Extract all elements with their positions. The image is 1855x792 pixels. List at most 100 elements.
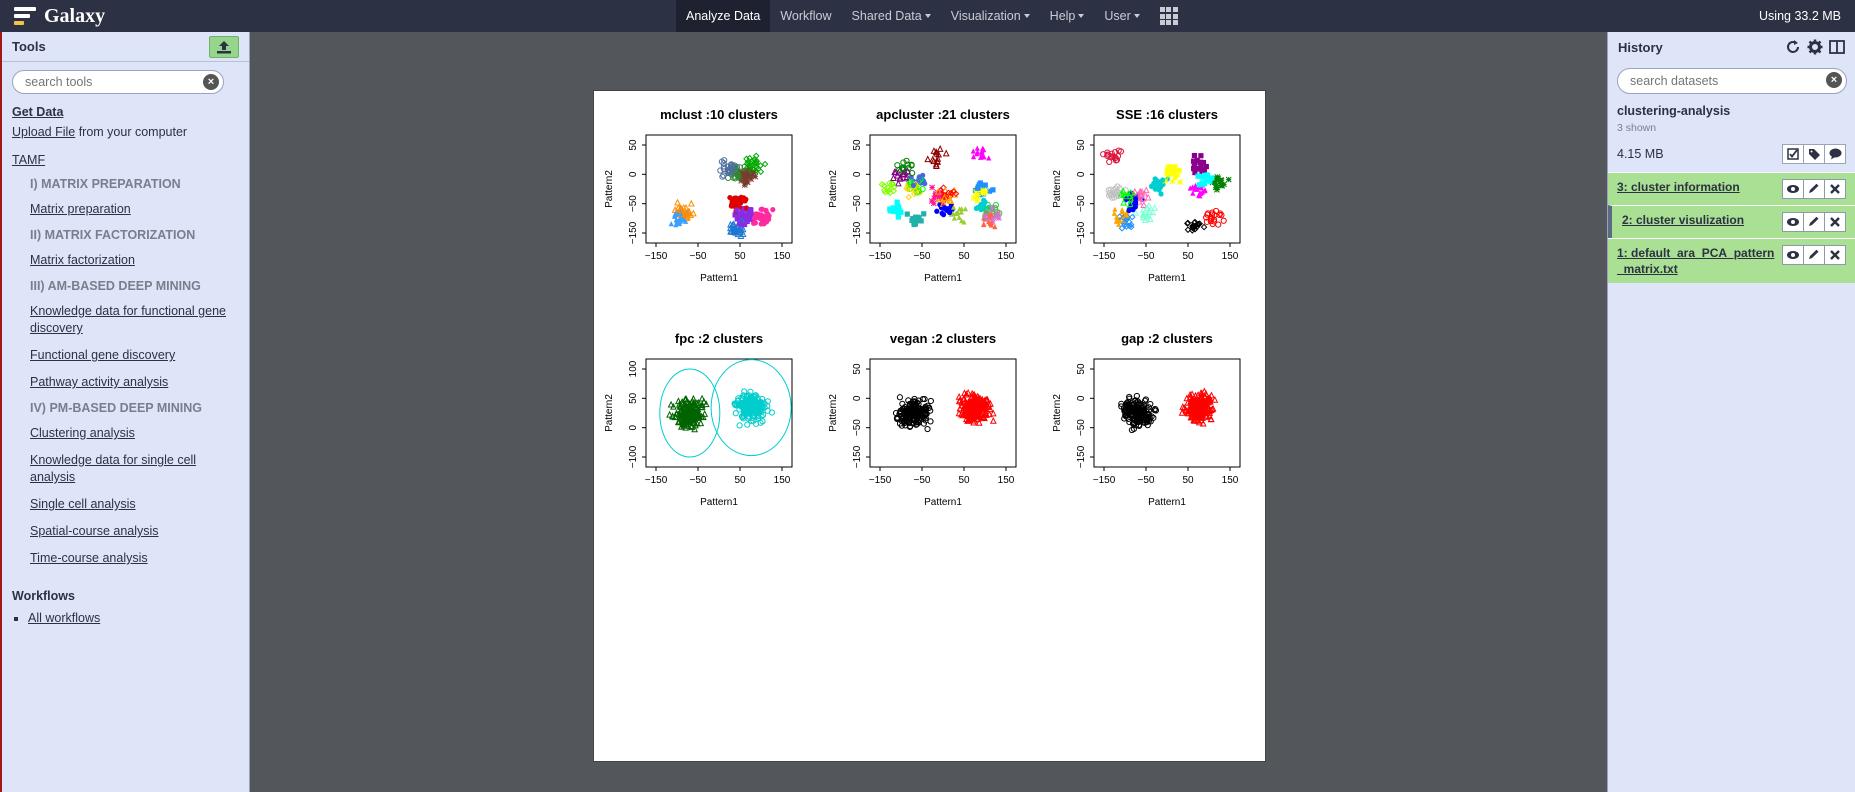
data-point	[750, 169, 757, 176]
nav-apps[interactable]	[1150, 0, 1190, 32]
brand[interactable]: Galaxy	[14, 0, 105, 32]
tool-link[interactable]: Time-course analysis	[30, 551, 148, 565]
all-workflows-link[interactable]: All workflows	[28, 611, 101, 625]
tool-link[interactable]: Knowledge data for functional gene disco…	[30, 304, 226, 335]
nav-shared-data[interactable]: Shared Data	[842, 0, 941, 32]
view-button[interactable]	[1782, 179, 1804, 199]
data-point	[719, 173, 726, 180]
nav-workflow[interactable]: Workflow	[770, 0, 841, 32]
tool-panel: Tools × Get Data Upload File from your c…	[0, 32, 250, 792]
nav-user[interactable]: User	[1094, 0, 1149, 32]
data-point	[749, 414, 756, 421]
tool-link[interactable]: Pathway activity analysis	[30, 375, 169, 389]
data-point	[979, 148, 985, 154]
data-point	[1123, 223, 1130, 230]
nav-label: Analyze Data	[686, 9, 761, 23]
select-datasets-button[interactable]	[1782, 144, 1804, 164]
upload-button[interactable]	[209, 35, 239, 58]
edit-tags-button[interactable]	[1803, 144, 1825, 164]
delete-button[interactable]	[1824, 245, 1846, 265]
edit-button[interactable]	[1803, 245, 1825, 265]
edit-button[interactable]	[1803, 212, 1825, 232]
tool-link[interactable]: Knowledge data for single cell analysis	[30, 453, 197, 484]
dataset-title[interactable]: 1: default_ara_PCA_pattern_matrix.txt	[1617, 246, 1775, 276]
tool-list: Get Data Upload File from your computer …	[2, 94, 249, 625]
view-button[interactable]	[1782, 212, 1804, 232]
data-point	[961, 219, 967, 225]
delete-button[interactable]	[1824, 212, 1846, 232]
nav-help[interactable]: Help	[1040, 0, 1095, 32]
columns-icon[interactable]	[1829, 39, 1845, 55]
tool-search-input[interactable]	[25, 71, 205, 93]
dataset-item[interactable]: 2: cluster visulization	[1608, 205, 1855, 238]
data-point	[1225, 176, 1232, 183]
data-point	[973, 188, 980, 195]
nav-visualization[interactable]: Visualization	[941, 0, 1040, 32]
data-point	[881, 188, 889, 196]
tool-link[interactable]: Matrix preparation	[30, 202, 131, 216]
tool-link[interactable]: Spatial-course analysis	[30, 524, 159, 538]
data-point	[684, 399, 692, 406]
data-point	[1189, 411, 1196, 419]
data-point	[929, 155, 937, 163]
data-point	[982, 395, 990, 403]
data-point	[934, 187, 942, 195]
tool-link[interactable]: Clustering analysis	[30, 426, 135, 440]
data-point	[1119, 207, 1125, 213]
data-point	[749, 162, 756, 170]
history-search-input[interactable]	[1630, 69, 1820, 93]
data-point	[936, 145, 944, 152]
dataset-title[interactable]: 2: cluster visulization	[1622, 213, 1745, 227]
y-tick-label: 0	[852, 171, 863, 177]
data-point	[986, 188, 993, 194]
data-point	[697, 419, 705, 427]
dataset-item[interactable]: 1: default_ara_PCA_pattern_matrix.txt	[1608, 238, 1855, 283]
y-tick-label: −50	[1076, 419, 1087, 436]
data-point	[749, 403, 756, 410]
tool-panel-header: Tools	[2, 32, 249, 62]
data-point	[1108, 150, 1115, 157]
data-point	[738, 216, 745, 222]
data-point	[1203, 175, 1209, 181]
refresh-icon[interactable]	[1785, 39, 1801, 55]
data-point	[904, 167, 912, 175]
data-point	[1202, 413, 1210, 420]
data-point	[970, 148, 976, 154]
data-point	[922, 181, 928, 187]
data-point	[1210, 216, 1218, 223]
edit-button[interactable]	[1803, 179, 1825, 199]
delete-button[interactable]	[1824, 179, 1846, 199]
edit-annotation-button[interactable]	[1824, 144, 1846, 164]
tool-link[interactable]: Functional gene discovery	[30, 348, 176, 362]
data-point	[1134, 398, 1141, 405]
clear-search-icon[interactable]: ×	[203, 74, 219, 90]
data-point	[758, 206, 764, 212]
section-get-data[interactable]: Get Data	[12, 105, 64, 119]
dataset-item[interactable]: 3: cluster information	[1608, 172, 1855, 205]
x-tick-label: −50	[914, 251, 931, 262]
upload-file-link[interactable]: Upload File	[12, 125, 76, 139]
dataset-title[interactable]: 3: cluster information	[1617, 180, 1740, 194]
quota-meter[interactable]: Using 33.2 MB	[1759, 9, 1841, 23]
data-point	[942, 205, 948, 211]
tool-link[interactable]: Matrix factorization	[30, 253, 135, 267]
data-point	[1199, 419, 1207, 427]
nav-analyze-data[interactable]: Analyze Data	[676, 0, 771, 32]
data-point	[914, 408, 921, 415]
data-point	[1111, 210, 1117, 216]
data-point	[1126, 200, 1134, 207]
data-point	[895, 167, 903, 174]
tool-link[interactable]: Single cell analysis	[30, 497, 136, 511]
gear-icon[interactable]	[1807, 39, 1823, 55]
section-tamf[interactable]: TAMF	[12, 153, 46, 167]
x-axis-label: Pattern1	[700, 497, 738, 508]
x-tick-label: 50	[1182, 475, 1194, 486]
y-tick-label: 50	[852, 139, 863, 151]
data-point	[1123, 409, 1131, 417]
history-name[interactable]: clustering-analysis	[1617, 104, 1731, 118]
workflows-title: Workflows	[12, 589, 75, 603]
view-button[interactable]	[1782, 245, 1804, 265]
clear-history-search-icon[interactable]: ×	[1826, 72, 1842, 88]
data-point	[986, 214, 993, 220]
data-point	[966, 408, 974, 416]
